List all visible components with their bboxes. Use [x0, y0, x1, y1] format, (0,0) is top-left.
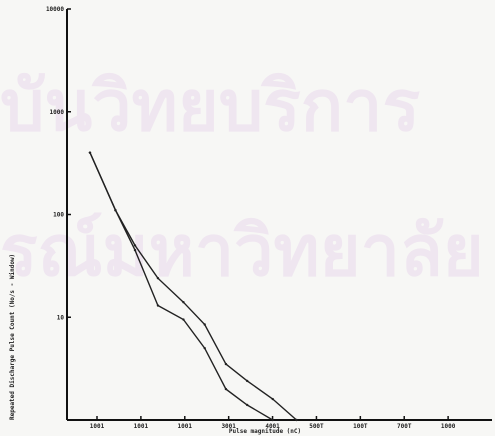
watermark-line-2: รณ์มหาวิทยาลัย [0, 210, 484, 292]
data-point [182, 301, 185, 304]
x-tick-label: 1001 [134, 423, 149, 430]
data-point [224, 387, 228, 391]
x-tick-label: 1001 [178, 423, 193, 430]
y-axis-label: Repeated Discharge Pulse Count (No/s - W… [9, 254, 16, 420]
x-axis-label: Pulse magnitude (nC) [229, 428, 301, 435]
data-point [182, 318, 185, 321]
data-point [114, 209, 117, 212]
data-point [133, 248, 137, 252]
y-tick-label: 100 [53, 212, 64, 219]
x-tick-label: 3001 [221, 423, 236, 430]
x-tick-label: 700T [397, 423, 412, 430]
data-point [88, 151, 92, 154]
data-point [271, 397, 274, 401]
data-point [133, 244, 137, 247]
data-point [203, 346, 206, 350]
data-point [156, 276, 160, 280]
y-tick-label: 10 [57, 314, 65, 321]
data-point [295, 418, 298, 422]
x-tick-label: 4001 [265, 423, 280, 430]
data-point [203, 323, 206, 326]
x-tick-label: 100T [353, 423, 368, 430]
watermark: บันวิทยบริการ รณ์มหาวิทยาลัย [0, 65, 484, 292]
x-tick-label: 1001 [90, 423, 105, 430]
data-point [156, 304, 160, 307]
y-tick-label: 1000 [50, 109, 65, 116]
series-line-1 [89, 152, 297, 421]
data-point [224, 362, 228, 366]
y-tick-label: 10000 [46, 6, 64, 13]
x-tick-label: 500T [309, 423, 324, 430]
data-point [246, 379, 249, 383]
data-point [271, 418, 274, 422]
watermark-line-1: บันวิทยบริการ [0, 65, 420, 147]
x-tick-label: 1000 [441, 423, 456, 430]
data-point [246, 403, 249, 407]
